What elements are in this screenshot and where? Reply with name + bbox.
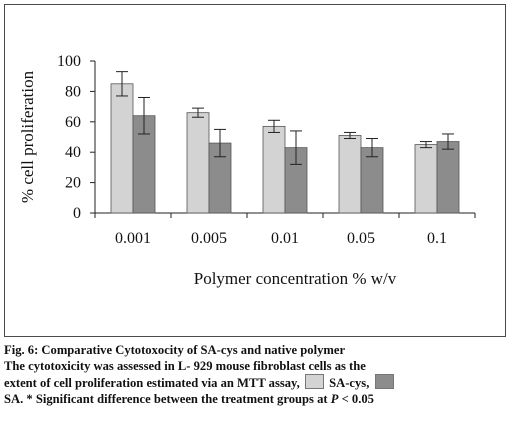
x-axis-title: Polymer concentration % w/v xyxy=(194,269,397,288)
caption-line-4: SA. * Significant difference between the… xyxy=(4,392,508,408)
x-tick-label: 0.001 xyxy=(115,230,151,247)
x-tick-label: 0.05 xyxy=(347,230,375,247)
bar-chart: 0 20 40 60 80 100 0.001 0.005 0.01 0.05 0.1 Polymer… xyxy=(18,53,476,288)
y-axis-title: % cell proliferation xyxy=(18,70,37,203)
caption-line-2: The cytotoxicity was assessed in L- 929 … xyxy=(4,358,366,373)
p-value: < 0.05 xyxy=(341,391,374,406)
caption-line-3: extent of cell proliferation estimated v… xyxy=(4,374,508,392)
bar-sa-cys xyxy=(186,112,210,214)
chart-frame xyxy=(4,4,506,337)
legend-swatch-sa-cys xyxy=(304,374,324,389)
x-tick-label: 0.1 xyxy=(427,230,447,247)
bar-sa xyxy=(436,141,460,214)
caption-line-4-text: * Significant difference between the tre… xyxy=(26,391,328,406)
legend-label-sa: SA. xyxy=(4,391,24,406)
y-tick-label: 0 xyxy=(73,205,81,222)
bar-sa-cys xyxy=(338,135,362,214)
legend-label-sa-cys: SA-cys, xyxy=(329,376,370,390)
legend-swatch-sa xyxy=(374,374,394,389)
bar-sa xyxy=(360,147,384,214)
caption-title: Fig. 6: Comparative Cytotoxocity of SA-c… xyxy=(4,343,346,357)
y-tick-label: 60 xyxy=(65,114,81,131)
bar-sa-cys xyxy=(110,83,134,214)
p-symbol: P xyxy=(330,391,339,406)
x-tick-label: 0.005 xyxy=(191,230,227,247)
y-tick-label: 20 xyxy=(65,175,81,192)
x-tick-label: 0.01 xyxy=(271,230,299,247)
bar-sa-cys xyxy=(414,144,438,214)
y-tick-label: 40 xyxy=(65,144,81,161)
figure-caption: Fig. 6: Comparative Cytotoxocity of SA-c… xyxy=(4,343,508,407)
y-tick-label: 80 xyxy=(65,83,81,100)
y-tick-label: 100 xyxy=(57,53,81,70)
bar-sa-cys xyxy=(262,125,286,214)
caption-line-3-text: extent of cell proliferation estimated v… xyxy=(4,376,300,390)
